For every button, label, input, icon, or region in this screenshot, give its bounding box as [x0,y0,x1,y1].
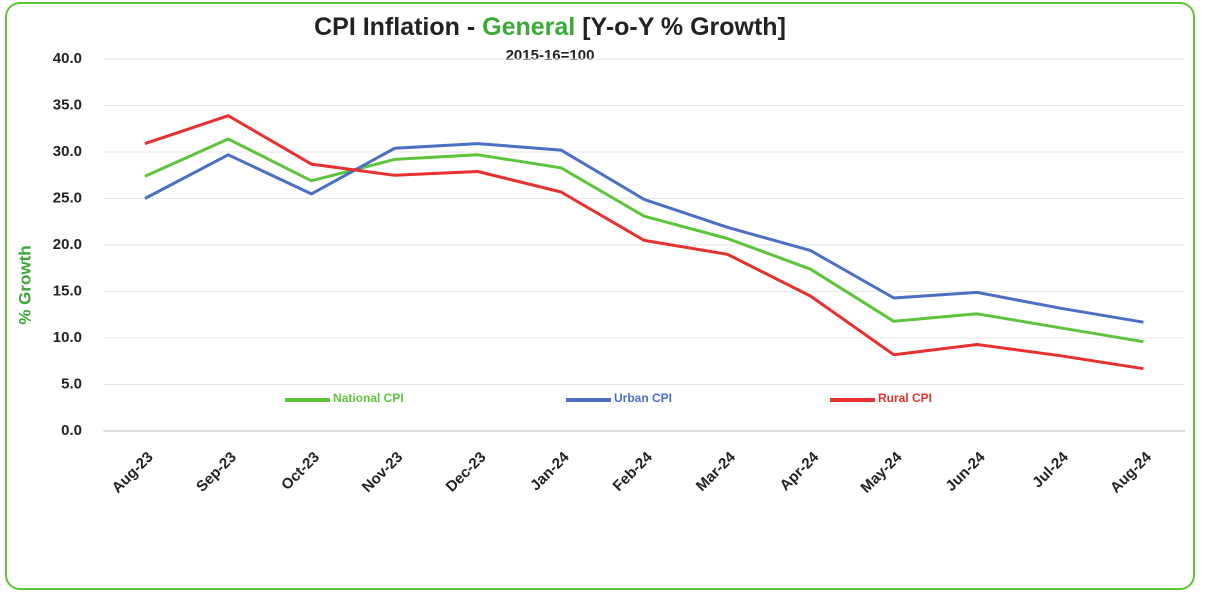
legend-label: Urban CPI [614,391,672,405]
y-tick-label: 0.0 [61,422,82,439]
y-tick-label: 10.0 [53,329,82,346]
line-series [144,142,1144,324]
y-tick-label: 30.0 [53,143,82,160]
title-part: CPI Inflation - [314,13,482,41]
y-tick-label: 5.0 [61,375,82,392]
y-tick-label: 40.0 [53,50,82,67]
y-tick-label: 15.0 [53,282,82,299]
legend-label: Rural CPI [878,391,932,405]
title-part: General [482,13,575,41]
line-series [144,137,1144,344]
line-series [144,114,1144,371]
y-tick-label: 20.0 [53,236,82,253]
chart-title: CPI Inflation - General [Y-o-Y % Growth] [314,13,786,41]
chart-subtitle: 2015-16=100 [506,47,595,64]
y-axis-label: % Growth [15,245,34,324]
chart-border [5,2,1195,590]
legend-label: National CPI [333,391,404,405]
y-tick-label: 25.0 [53,189,82,206]
y-tick-label: 35.0 [53,96,82,113]
title-part: [Y-o-Y % Growth] [575,13,786,41]
